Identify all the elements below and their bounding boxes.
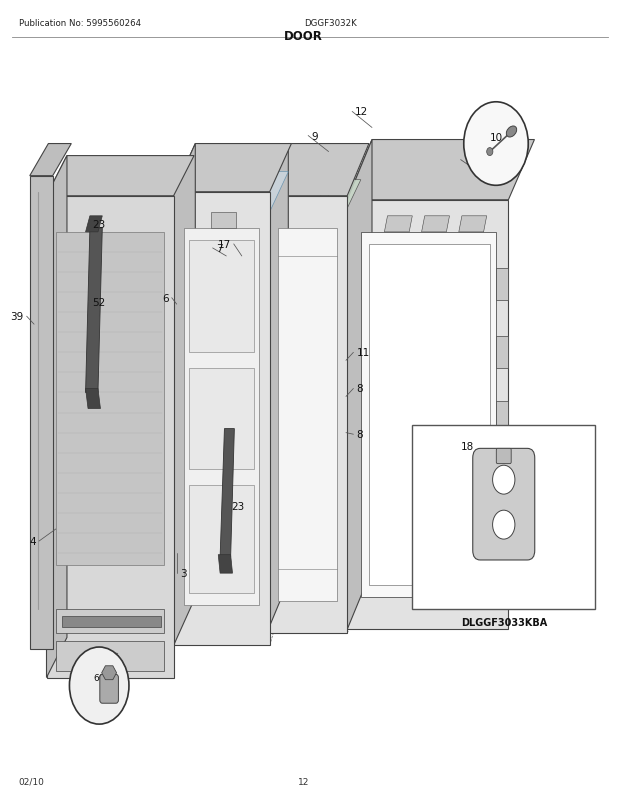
FancyBboxPatch shape [100, 674, 118, 703]
Text: 17: 17 [218, 240, 231, 249]
Text: 60B: 60B [93, 673, 110, 683]
Polygon shape [211, 213, 236, 229]
Text: 12: 12 [298, 777, 309, 786]
Polygon shape [496, 269, 508, 301]
Polygon shape [267, 196, 347, 634]
Polygon shape [239, 172, 288, 217]
Polygon shape [347, 140, 534, 200]
Polygon shape [189, 369, 254, 469]
Polygon shape [496, 401, 508, 433]
Text: 02/10: 02/10 [19, 777, 45, 786]
Polygon shape [422, 217, 450, 233]
Circle shape [69, 647, 129, 724]
Polygon shape [62, 616, 161, 627]
Text: 4: 4 [29, 537, 36, 546]
Text: 23: 23 [92, 220, 105, 229]
Text: 7: 7 [216, 244, 223, 253]
Polygon shape [189, 241, 254, 353]
FancyBboxPatch shape [472, 449, 534, 561]
Text: 3: 3 [180, 569, 187, 578]
Text: 6: 6 [162, 294, 169, 303]
Polygon shape [102, 666, 117, 680]
Text: 10: 10 [490, 133, 503, 143]
Text: DLGGF3033KBA: DLGGF3033KBA [461, 618, 547, 627]
Polygon shape [46, 196, 174, 678]
Polygon shape [86, 229, 102, 393]
Circle shape [492, 466, 515, 495]
Polygon shape [307, 180, 361, 225]
FancyBboxPatch shape [412, 425, 595, 610]
Text: 9: 9 [311, 132, 318, 141]
Text: 52: 52 [92, 298, 105, 307]
Text: 18: 18 [460, 441, 474, 451]
Polygon shape [86, 389, 100, 409]
Polygon shape [46, 156, 194, 196]
FancyBboxPatch shape [496, 449, 511, 464]
Polygon shape [220, 429, 234, 557]
Circle shape [464, 103, 528, 186]
Polygon shape [267, 144, 369, 196]
Polygon shape [56, 233, 164, 565]
Polygon shape [239, 217, 268, 597]
Text: DGGF3032K: DGGF3032K [304, 19, 356, 28]
Text: 11: 11 [356, 348, 370, 358]
Circle shape [492, 511, 515, 540]
Text: 39: 39 [11, 312, 24, 322]
Polygon shape [369, 245, 490, 585]
Polygon shape [361, 233, 496, 597]
Polygon shape [496, 473, 508, 505]
Text: 8: 8 [356, 384, 363, 394]
Polygon shape [56, 642, 164, 671]
Text: Publication No: 5995560264: Publication No: 5995560264 [19, 19, 141, 28]
Polygon shape [239, 172, 259, 597]
Text: 8: 8 [356, 430, 363, 439]
Polygon shape [347, 140, 372, 630]
Polygon shape [184, 229, 259, 606]
Text: DOOR: DOOR [285, 30, 323, 43]
Circle shape [487, 148, 493, 156]
Polygon shape [347, 200, 508, 630]
Polygon shape [174, 192, 270, 646]
Polygon shape [174, 144, 195, 646]
Polygon shape [459, 217, 487, 233]
Text: 12: 12 [355, 107, 368, 117]
Polygon shape [267, 144, 288, 634]
Polygon shape [384, 217, 412, 233]
Polygon shape [30, 144, 71, 176]
Polygon shape [496, 337, 508, 369]
Polygon shape [56, 610, 164, 634]
Polygon shape [278, 229, 337, 602]
Ellipse shape [507, 127, 516, 138]
Polygon shape [189, 485, 254, 593]
Polygon shape [496, 545, 508, 577]
Polygon shape [46, 156, 67, 678]
Polygon shape [174, 144, 291, 192]
Text: 23: 23 [231, 502, 244, 512]
Polygon shape [307, 225, 340, 606]
Polygon shape [307, 180, 329, 606]
Polygon shape [86, 217, 102, 233]
Polygon shape [218, 555, 232, 573]
Polygon shape [30, 176, 53, 650]
